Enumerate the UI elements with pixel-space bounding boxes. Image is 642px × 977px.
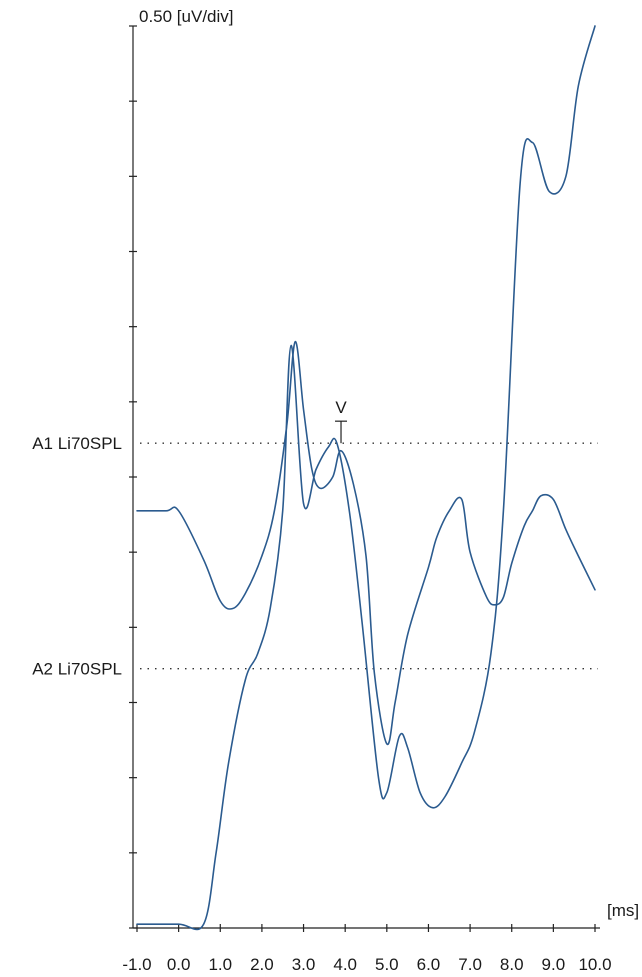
x-tick-label: -1.0	[122, 955, 151, 974]
x-tick-label: 9.0	[542, 955, 566, 974]
series-label: A2 Li70SPL	[32, 660, 122, 679]
x-unit-label: [ms]	[607, 901, 639, 920]
x-tick-label: 5.0	[375, 955, 399, 974]
waveform-traces	[136, 25, 596, 931]
x-tick-label: 1.0	[208, 955, 232, 974]
x-tick-label: 2.0	[250, 955, 274, 974]
x-tick-label: 10.0	[578, 955, 611, 974]
x-tick-label: 6.0	[417, 955, 441, 974]
waveform-trace-a1	[136, 340, 596, 746]
waveform-trace-a2	[136, 25, 596, 931]
scale-label: 0.50 [uV/div]	[139, 7, 234, 26]
baseline-reference-lines: A1 Li70SPL A2 Li70SPL	[32, 434, 598, 679]
x-tick-label: 3.0	[292, 955, 316, 974]
x-tick-label: 0.0	[167, 955, 191, 974]
peak-annotations: V	[335, 398, 347, 444]
series-label: A1 Li70SPL	[32, 434, 122, 453]
x-axis-ticks: -1.0 0.0 1.0 2.0 3.0 4.0 5.0 6.0 7.0 8.0 9.0 10.0	[122, 924, 612, 974]
x-tick-label: 7.0	[458, 955, 482, 974]
x-tick-label: 8.0	[500, 955, 524, 974]
x-tick-label: 4.0	[333, 955, 357, 974]
peak-label-v: V	[335, 398, 347, 417]
